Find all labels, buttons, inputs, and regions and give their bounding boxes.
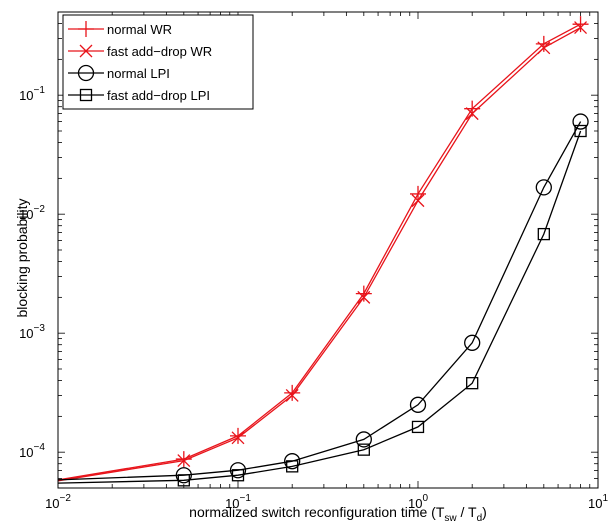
x-tick-label-base: 10 (588, 496, 602, 511)
x-marker (357, 290, 371, 304)
square-marker (79, 88, 93, 102)
x-axis-label-main: normalized switch reconfiguration time (… (189, 504, 445, 520)
x-axis-label-sub-d: d (477, 513, 483, 524)
circle-marker (175, 467, 192, 484)
y-tick-label-base: 10 (19, 445, 33, 460)
x-tick-label-exponent: 0 (422, 493, 428, 504)
x-marker (177, 454, 191, 468)
x-tick-label-base: 10 (45, 496, 59, 511)
x-marker (465, 107, 479, 121)
x-axis-label-end: ) (482, 504, 487, 520)
circle-marker (77, 64, 95, 82)
plus-marker (78, 21, 94, 37)
y-tick-label: 10−1 (19, 85, 45, 103)
circle-marker (572, 113, 589, 130)
x-tick-label: 101 (588, 493, 608, 511)
x-tick-label-base: 10 (408, 496, 422, 511)
legend-label: fast add−drop WR (107, 44, 212, 59)
plus-marker (355, 285, 372, 302)
legend-label: normal WR (107, 22, 172, 37)
plus-marker (284, 384, 301, 401)
plus-marker (410, 185, 426, 202)
square-marker (466, 377, 479, 390)
x-tick-label-exponent: −2 (60, 493, 72, 504)
y-tick-label-exponent: −2 (34, 204, 46, 215)
x-marker (574, 21, 588, 35)
x-tick-label-base: 10 (225, 496, 239, 511)
x-tick-label: 100 (408, 493, 428, 511)
x-tick-label: 10−2 (45, 493, 71, 511)
y-tick-label-exponent: −3 (34, 323, 46, 334)
x-marker (231, 431, 245, 445)
legend-label: fast add−drop LPI (107, 88, 210, 103)
y-tick-label: 10−2 (19, 204, 45, 222)
y-tick-label-base: 10 (19, 207, 33, 222)
y-tick-label-base: 10 (19, 326, 33, 341)
series-2 (57, 113, 589, 484)
y-tick-label: 10−3 (19, 323, 45, 341)
x-axis-label-mid: / T (457, 504, 477, 520)
x-tick-label-exponent: 1 (602, 493, 608, 504)
series-line (57, 130, 582, 484)
circle-marker (229, 462, 247, 479)
plus-marker (535, 35, 552, 52)
series-0 (57, 16, 589, 481)
plus-marker (572, 16, 589, 33)
series-3 (57, 124, 587, 487)
circle-marker (284, 453, 301, 470)
y-tick-label: 10−4 (19, 442, 45, 460)
square-marker (231, 469, 245, 482)
x-tick-label-exponent: −1 (240, 493, 252, 504)
legend-box (62, 14, 254, 110)
y-tick-label-exponent: −4 (34, 442, 46, 453)
circle-marker (535, 179, 552, 196)
series-line (57, 121, 582, 481)
square-marker (574, 124, 587, 138)
square-marker (537, 227, 550, 241)
x-marker (411, 194, 425, 208)
circle-marker (464, 334, 481, 351)
plus-marker (230, 427, 246, 444)
series-layer (57, 16, 589, 487)
circle-marker (409, 396, 427, 413)
x-axis-label-sub-sw: sw (444, 513, 457, 524)
x-marker (537, 41, 551, 55)
series-1 (57, 21, 588, 482)
plot-frame (57, 11, 599, 489)
y-tick-label-exponent: −1 (34, 85, 46, 96)
plus-marker (175, 451, 192, 468)
square-marker (357, 443, 370, 456)
x-marker (285, 388, 299, 402)
x-axis-label: normalized switch reconfiguration time (… (189, 504, 487, 524)
x-marker (79, 44, 93, 58)
square-marker (286, 460, 299, 473)
y-axis-label: blocking probability (14, 198, 30, 317)
y-tick-label-base: 10 (19, 88, 33, 103)
legend: normal WR fast add−drop WR normal LPI fast … (62, 14, 254, 110)
legend-label: normal LPI (107, 66, 170, 81)
square-marker (411, 420, 425, 434)
x-tick-label: 10−1 (225, 493, 251, 511)
circle-marker (355, 431, 372, 448)
